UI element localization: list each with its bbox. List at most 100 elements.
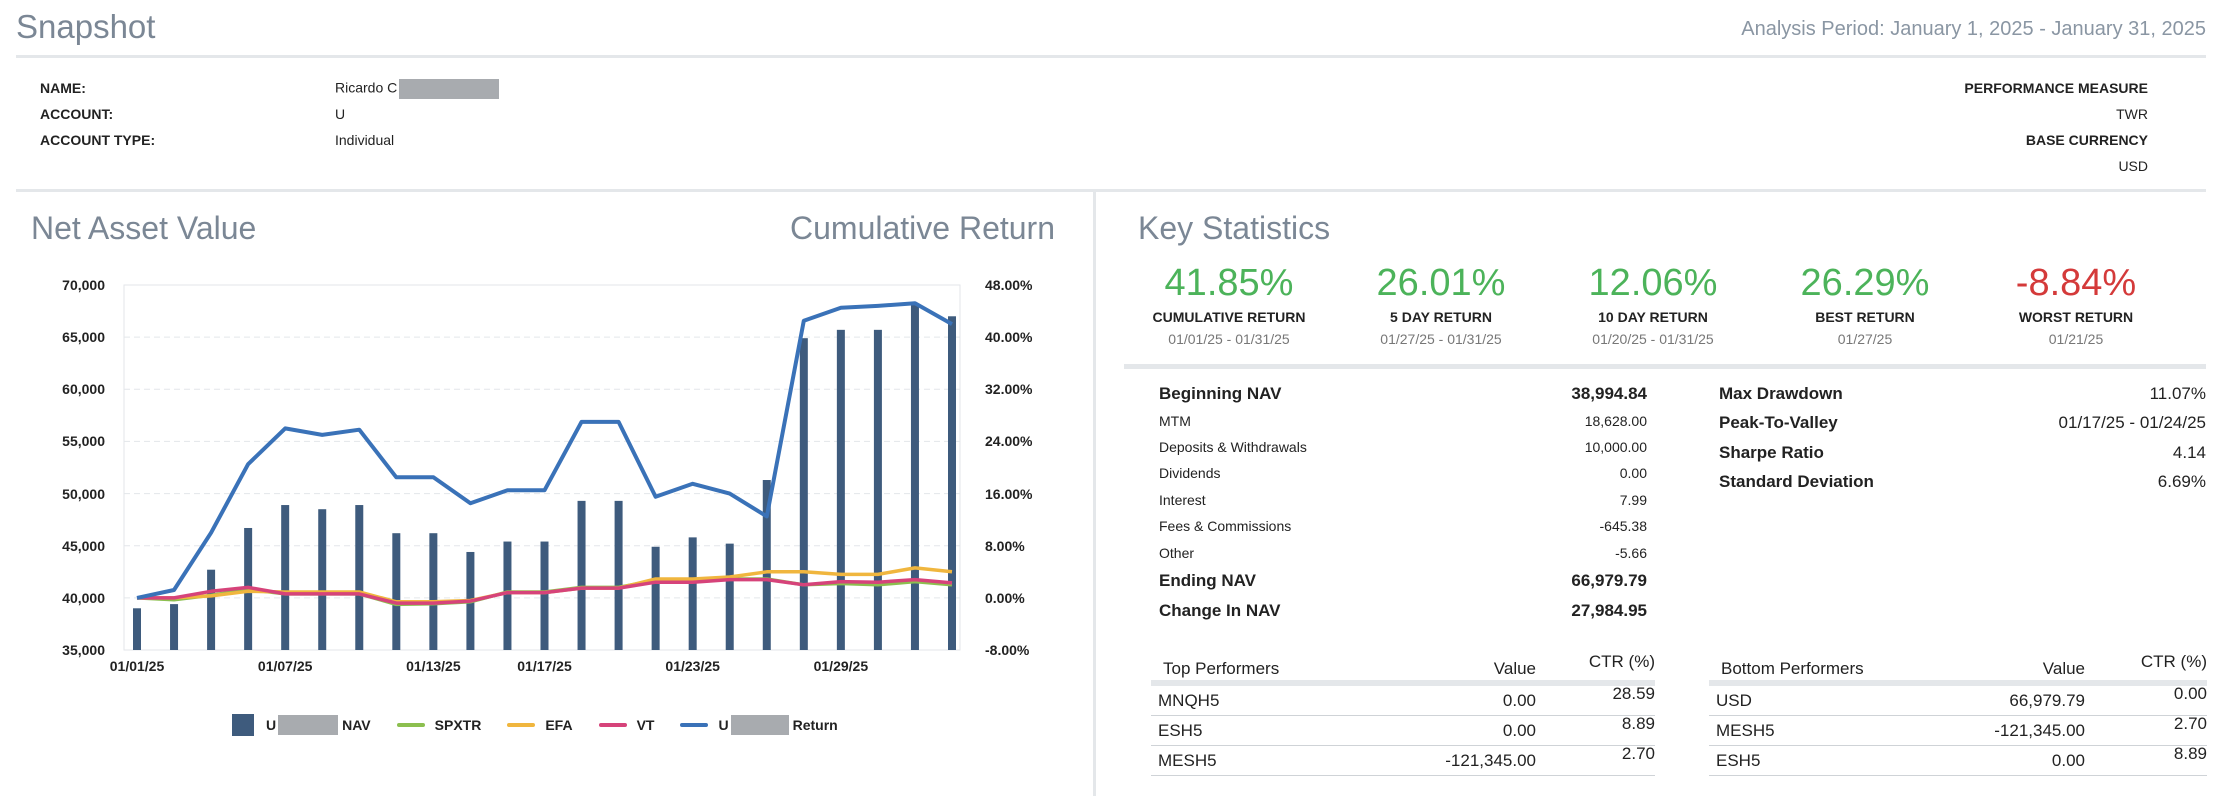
risk-row: Sharpe Ratio 4.14: [1719, 443, 2206, 463]
nav-bar: [836, 329, 845, 650]
table-header: Bottom Performers Value CTR (%): [1709, 652, 2207, 686]
legend-swatch: [232, 714, 254, 736]
y2-tick-label: 8.00%: [985, 537, 1025, 554]
risk-row-value: 01/17/25 - 01/24/25: [2058, 413, 2206, 432]
nav-summary-row: Change In NAV 27,984.95: [1159, 601, 1647, 621]
nav-summary-row: Interest 7.99: [1159, 492, 1647, 508]
y2-tick-label: 48.00%: [985, 277, 1033, 293]
nav-summary-row: Dividends 0.00: [1159, 465, 1647, 481]
risk-row-label: Peak-To-Valley: [1719, 413, 1838, 432]
legend-swatch: [680, 723, 709, 727]
y-tick-label: 40,000: [62, 589, 105, 606]
table-cell: 0.00: [1502, 720, 1536, 740]
x-tick-label: 01/29/25: [813, 658, 869, 674]
table-cell: -121,345.00: [1994, 720, 2085, 740]
table-cell: 2.70: [2173, 713, 2207, 733]
table-cell: MESH5: [1716, 720, 1775, 740]
nav-row-value: -645.38: [1599, 518, 1647, 534]
nav-summary-row: Ending NAV 66,979.79: [1159, 571, 1647, 591]
risk-row-value: 6.69%: [2157, 472, 2206, 491]
legend-item: U Return: [680, 715, 838, 735]
legend-item: VT: [598, 717, 655, 733]
nav-bar: [318, 509, 327, 650]
x-tick-label: 01/17/25: [517, 658, 572, 674]
nav-bar: [577, 500, 586, 650]
key-statistics-title: Key Statistics: [1138, 210, 1331, 246]
table-header: Top Performers Value CTR (%): [1151, 652, 1655, 686]
table-cell: 66,979.79: [2009, 690, 2085, 710]
base-currency-label: BASE CURRENCY: [2025, 132, 2148, 148]
table-row: ESH5 0.00 8.89: [1709, 743, 2207, 776]
nav-summary-row: Deposits & Withdrawals 10,000.00: [1159, 439, 1647, 455]
y-tick-label: 50,000: [62, 485, 105, 502]
x-tick-label: 01/01/25: [109, 658, 165, 674]
redacted-block: [730, 715, 789, 735]
kpi-date-range: 01/01/25 - 01/31/25: [1168, 331, 1290, 347]
legend-item: EFA: [507, 717, 573, 733]
nav-bar: [799, 338, 808, 650]
kpi-card: -8.84% WORST RETURN 01/21/25: [1976, 262, 2176, 347]
kpi-label: BEST RETURN: [1815, 309, 1915, 325]
nav-bar: [651, 546, 660, 650]
nav-chart-title: Net Asset Value: [31, 210, 257, 246]
risk-row: Standard Deviation 6.69%: [1719, 472, 2206, 492]
nav-row-label: Interest: [1159, 492, 1206, 508]
column-header: Bottom Performers: [1721, 659, 1864, 678]
kpi-label: CUMULATIVE RETURN: [1152, 309, 1306, 325]
legend-item: SPXTR: [396, 717, 482, 733]
nav-row-value: -5.66: [1615, 545, 1647, 561]
x-tick-label: 01/23/25: [665, 658, 720, 674]
table-cell: 0.00: [1502, 690, 1536, 710]
legend-swatch: [396, 723, 425, 727]
nav-return-chart: [123, 284, 961, 651]
kpi-date-range: 01/27/25: [1837, 331, 1893, 347]
table-cell: USD: [1716, 690, 1752, 710]
x-tick-label: 01/13/25: [406, 658, 461, 674]
redacted-block: [399, 79, 500, 99]
nav-row-value: 10,000.00: [1584, 439, 1647, 455]
y-tick-label: 55,000: [62, 433, 105, 450]
nav-row-value: 0.00: [1619, 465, 1647, 481]
name-label: NAME:: [40, 80, 86, 96]
risk-row-value: 11.07%: [2149, 384, 2206, 403]
risk-row-value: 4.14: [2172, 443, 2206, 462]
y2-tick-label: 24.00%: [985, 433, 1033, 450]
y-tick-label: 45,000: [62, 537, 105, 554]
nav-row-label: Beginning NAV: [1159, 384, 1282, 403]
y-tick-label: 70,000: [62, 277, 105, 293]
nav-row-label: Other: [1159, 545, 1195, 561]
legend-label: VT: [636, 717, 655, 733]
nav-bar: [910, 304, 919, 650]
cumulative-return-title: Cumulative Return: [790, 210, 1055, 246]
nav-row-label: Ending NAV: [1159, 571, 1256, 590]
nav-row-label: Fees & Commissions: [1159, 518, 1292, 534]
kpi-label: WORST RETURN: [2018, 309, 2134, 325]
table-cell: ESH5: [1158, 720, 1203, 740]
column-header: Value: [1493, 659, 1536, 678]
y-tick-label: 35,000: [62, 642, 105, 658]
column-header: Value: [2042, 659, 2085, 678]
table-cell: 0.00: [2173, 683, 2207, 703]
nav-summary-row: Beginning NAV 38,994.84: [1159, 384, 1647, 404]
kpi-card: 26.29% BEST RETURN 01/27/25: [1765, 262, 1965, 347]
table-cell: 8.89: [2173, 743, 2207, 763]
kpi-label: 5 DAY RETURN: [1390, 309, 1492, 325]
nav-bar: [170, 604, 179, 650]
kpi-card: 12.06% 10 DAY RETURN 01/20/25 - 01/31/25: [1553, 262, 1753, 347]
table-cell: ESH5: [1716, 750, 1761, 770]
y2-tick-label: 40.00%: [985, 329, 1033, 346]
legend-label: SPXTR: [434, 717, 482, 733]
redacted-block: [278, 715, 339, 735]
nav-bar: [429, 533, 438, 650]
table-row: MESH5 -121,345.00 2.70: [1709, 713, 2207, 746]
nav-summary-row: Other -5.66: [1159, 545, 1647, 561]
nav-bar: [688, 537, 697, 650]
x-tick-label: 01/07/25: [257, 658, 313, 674]
account-value: U: [335, 106, 346, 122]
nav-row-value: 18,628.00: [1584, 413, 1647, 429]
table-cell: 28.59: [1612, 683, 1655, 703]
base-currency-value: USD: [2118, 158, 2148, 174]
table-cell: MESH5: [1158, 750, 1217, 770]
risk-row-label: Sharpe Ratio: [1719, 443, 1824, 462]
kpi-date-range: 01/20/25 - 01/31/25: [1592, 331, 1714, 347]
